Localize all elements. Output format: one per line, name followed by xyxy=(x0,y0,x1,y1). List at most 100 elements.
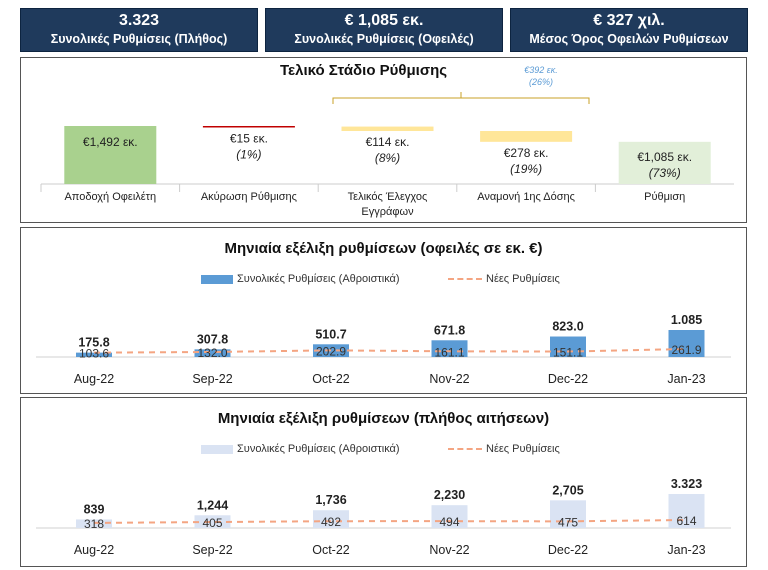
category-label: Εγγράφων xyxy=(361,206,414,218)
kpi-average-debt: € 327 χιλ. Μέσος Όρος Οφειλών Ρυθμίσεων xyxy=(510,8,748,52)
legend-swatch xyxy=(448,448,482,450)
x-tick-label: Aug-22 xyxy=(74,543,114,557)
x-tick-label: Aug-22 xyxy=(74,372,114,386)
legend-line: Νέες Ρυθμίσεις xyxy=(448,443,560,455)
category-label: Τελικός Έλεγχος xyxy=(348,191,428,203)
bar xyxy=(431,505,468,528)
bar-value-label: 1.085 xyxy=(671,313,702,327)
data-label: €278 εκ. xyxy=(504,146,549,160)
data-label: €15 εκ. xyxy=(230,132,268,146)
x-tick-label: Dec-22 xyxy=(548,372,588,386)
bracket-value: €392 εκ. xyxy=(524,65,557,75)
line-value-label: 492 xyxy=(321,515,341,529)
legend-bar: Συνολικές Ρυθμίσεις (Αθροιστικά) xyxy=(201,273,400,285)
bar xyxy=(668,330,705,357)
legend-label: Συνολικές Ρυθμίσεις (Αθροιστικά) xyxy=(237,443,400,455)
line-value-label: 202.9 xyxy=(316,344,346,358)
kpi-value: € 327 χιλ. xyxy=(593,12,665,29)
line-value-label: 261.9 xyxy=(671,343,701,357)
line-value-label: 614 xyxy=(676,514,696,528)
line-value-label: 161.1 xyxy=(434,345,464,359)
legend-line: Νέες Ρυθμίσεις xyxy=(448,273,560,285)
bar xyxy=(76,352,112,357)
line-value-label: 405 xyxy=(202,516,222,530)
bar xyxy=(202,126,295,128)
x-tick-label: Jan-23 xyxy=(667,543,705,557)
bar xyxy=(480,131,573,142)
category-label: Ακύρωση Ρύθμισης xyxy=(201,191,297,203)
kpi-value: € 1,085 εκ. xyxy=(344,12,424,29)
bar xyxy=(618,141,711,184)
line-series xyxy=(93,519,687,524)
kpi-value: 3.323 xyxy=(118,12,160,29)
final-stage-panel: Τελικό Στάδιο Ρύθμισης €1,492 εκ. Αποδοχή… xyxy=(20,57,747,223)
bar-value-label: 510.7 xyxy=(315,327,346,341)
kpi-total-count: 3.323 Συνολικές Ρυθμίσεις (Πλήθος) xyxy=(20,8,258,52)
bar-value-label: 2,230 xyxy=(434,488,465,502)
legend-swatch xyxy=(448,278,482,280)
bar xyxy=(194,515,231,528)
bar-value-label: 1,244 xyxy=(197,498,228,512)
category-label: Αποδοχή Οφειλέτη xyxy=(64,191,156,203)
x-tick-label: Jan-23 xyxy=(667,372,705,386)
x-tick-label: Oct-22 xyxy=(312,543,350,557)
kpi-total-debt: € 1,085 εκ. Συνολικές Ρυθμίσεις (Οφειλές) xyxy=(265,8,503,52)
kpi-label: Συνολικές Ρυθμίσεις (Οφειλές) xyxy=(294,32,474,46)
chart-title: Τελικό Στάδιο Ρύθμισης xyxy=(279,62,448,79)
bar-value-label: 307.8 xyxy=(197,332,228,346)
legend-label: Νέες Ρυθμίσεις xyxy=(486,273,560,285)
bar-value-label: 3.323 xyxy=(671,477,702,491)
kpi-label: Μέσος Όρος Οφειλών Ρυθμίσεων xyxy=(529,32,729,46)
chart-title: Μηνιαία εξέλιξη ρυθμίσεων (πλήθος αιτήσε… xyxy=(217,410,550,427)
line-value-label: 475 xyxy=(558,515,578,529)
x-tick-label: Nov-22 xyxy=(429,372,469,386)
x-tick-label: Sep-22 xyxy=(192,372,232,386)
bar xyxy=(76,519,112,528)
data-label: €114 εκ. xyxy=(366,135,410,149)
x-tick-label: Sep-22 xyxy=(192,543,232,557)
bar-value-label: 823.0 xyxy=(552,320,583,334)
bar-value-label: 839 xyxy=(84,502,105,516)
bracket xyxy=(332,92,590,104)
legend-bar: Συνολικές Ρυθμίσεις (Αθροιστικά) xyxy=(201,443,400,455)
percent-label: (1%) xyxy=(236,148,261,162)
bar-value-label: 2,705 xyxy=(552,483,583,497)
bar xyxy=(64,126,157,184)
bar xyxy=(341,126,434,132)
monthly-count-chart: 839 Aug-22 1,244 Sep-22 1,736 Oct-22 2,230 Nov-… xyxy=(36,477,731,557)
category-label: Ρύθμιση xyxy=(644,191,685,203)
bar xyxy=(550,500,586,528)
bracket-percent: (26%) xyxy=(529,77,553,87)
line-value-label: 132.0 xyxy=(197,346,227,360)
data-label: €1,085 εκ. xyxy=(637,150,692,164)
line-value-label: 151.1 xyxy=(553,346,583,360)
percent-label: (19%) xyxy=(510,162,542,176)
bar-value-label: 1,736 xyxy=(315,493,346,507)
bar xyxy=(431,340,468,357)
bar xyxy=(313,344,349,357)
monthly-count-panel: Μηνιαία εξέλιξη ρυθμίσεων (πλήθος αιτήσε… xyxy=(20,397,747,567)
bar xyxy=(668,494,705,528)
data-label: €1,492 εκ. xyxy=(83,135,138,149)
legend-label: Συνολικές Ρυθμίσεις (Αθροιστικά) xyxy=(237,273,400,285)
legend-label: Νέες Ρυθμίσεις xyxy=(486,443,560,455)
percent-label: (8%) xyxy=(375,151,400,165)
monthly-debt-panel: Μηνιαία εξέλιξη ρυθμίσεων (οφειλές σε εκ… xyxy=(20,227,747,394)
line-value-label: 103.6 xyxy=(79,347,109,361)
bar-value-label: 175.8 xyxy=(78,336,109,350)
final-stage-chart: €1,492 εκ. Αποδοχή Οφειλέτη €15 εκ. (1%) Ακύ… xyxy=(40,65,734,218)
line-value-label: 318 xyxy=(84,517,104,531)
x-tick-label: Dec-22 xyxy=(548,543,588,557)
bar xyxy=(194,349,231,357)
chart-title: Μηνιαία εξέλιξη ρυθμίσεων (οφειλές σε εκ… xyxy=(224,240,543,257)
legend-swatch xyxy=(201,444,233,454)
monthly-debt-chart: 175.8 Aug-22 307.8 Sep-22 510.7 Oct-22 671.8 No… xyxy=(36,313,731,386)
kpi-label: Συνολικές Ρυθμίσεις (Πλήθος) xyxy=(50,32,228,46)
bar xyxy=(313,510,349,528)
legend-swatch xyxy=(201,274,233,284)
line-value-label: 494 xyxy=(439,515,459,529)
category-label: Αναμονή 1ης Δόσης xyxy=(477,191,575,203)
percent-label: (73%) xyxy=(649,166,681,180)
line-series xyxy=(93,348,687,354)
x-tick-label: Oct-22 xyxy=(312,372,350,386)
